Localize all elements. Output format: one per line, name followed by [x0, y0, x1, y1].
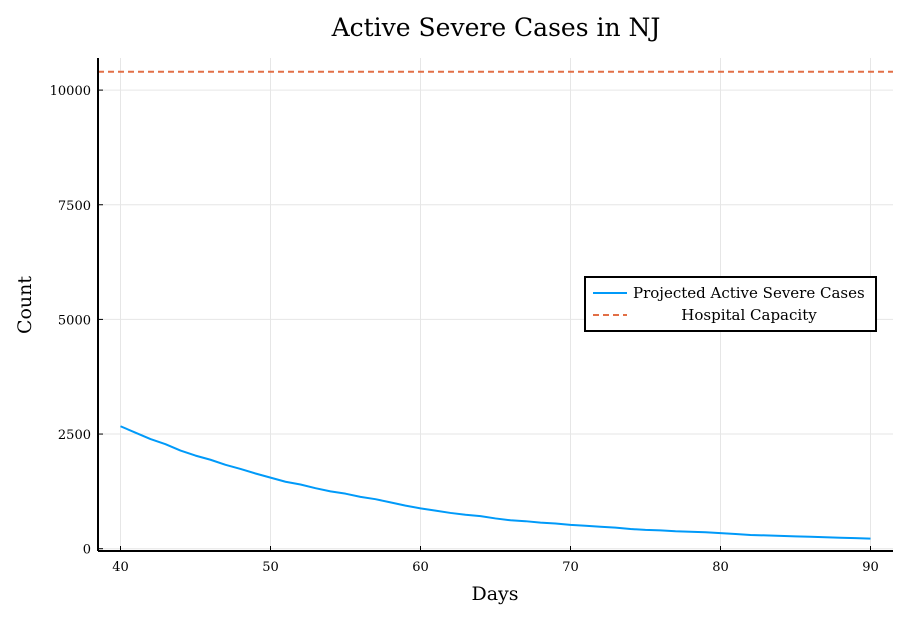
y-tick-label: 0	[83, 543, 91, 558]
x-tick-label: 80	[712, 560, 729, 575]
y-tick-label: 5000	[58, 313, 91, 328]
series-layer	[98, 70, 893, 540]
legend-box	[584, 276, 877, 332]
x-tick-label: 60	[412, 560, 429, 575]
y-axis-title: Count	[14, 276, 36, 334]
tick-labels: 40 50 60 70 80 90 0 2500 5000 7500 10000	[50, 84, 879, 575]
chart-title: Active Severe Cases in NJ	[331, 13, 661, 42]
x-tick-label: 40	[112, 560, 129, 575]
x-tick-label: 70	[562, 560, 579, 575]
y-tick-label: 7500	[58, 199, 91, 214]
y-tick-label: 2500	[58, 428, 91, 443]
legend-label-projected: Projected Active Severe Cases	[633, 284, 865, 302]
x-axis-title: Days	[471, 583, 518, 605]
x-tick-label: 90	[862, 560, 879, 575]
legend: Projected Active Severe Cases Hospital C…	[584, 276, 877, 332]
axes	[97, 58, 893, 552]
legend-label-capacity: Hospital Capacity	[681, 306, 817, 324]
y-tick-label: 10000	[50, 84, 91, 99]
x-tick-label: 50	[262, 560, 279, 575]
series-line-projected	[120, 425, 871, 540]
